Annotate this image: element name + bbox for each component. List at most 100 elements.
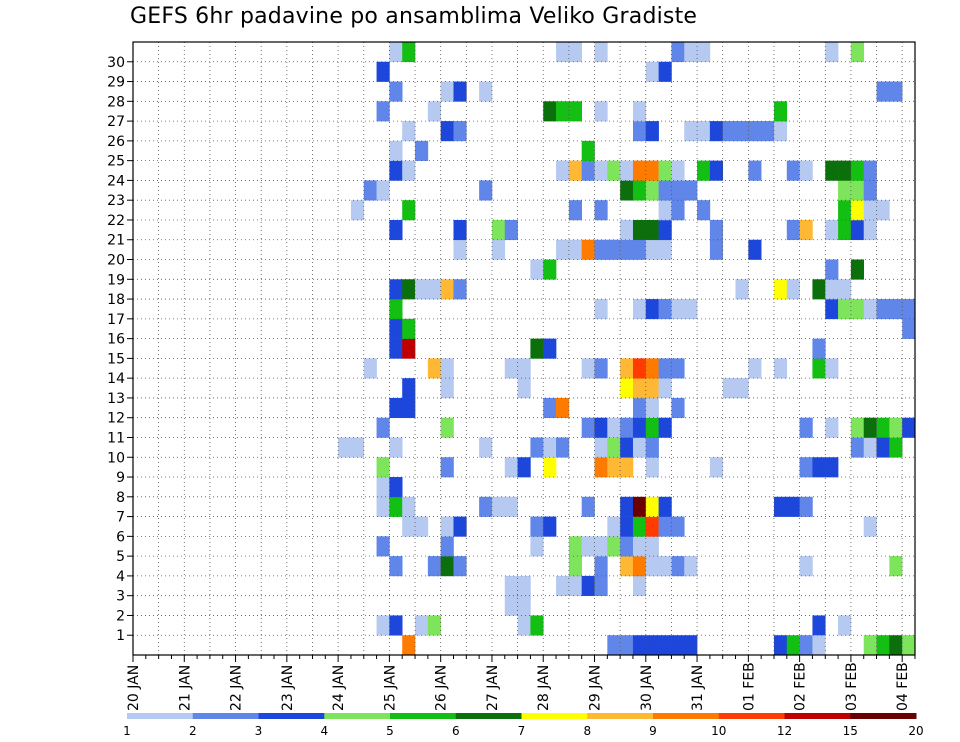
heatmap-cell xyxy=(389,219,403,241)
heatmap-cell xyxy=(620,496,634,517)
heatmap-cell xyxy=(850,160,865,181)
heatmap-cell xyxy=(632,219,647,241)
heatmap-cell xyxy=(671,200,685,221)
heatmap-cell xyxy=(389,140,403,161)
heatmap-cell xyxy=(671,358,685,379)
heatmap-cell xyxy=(645,516,659,537)
heatmap-cell xyxy=(658,219,672,241)
heatmap-cell xyxy=(607,635,621,656)
heatmap-cell xyxy=(799,635,813,656)
heatmap-cell xyxy=(786,160,800,181)
heatmap-cell xyxy=(812,615,826,636)
legend-swatch xyxy=(258,713,325,719)
heatmap-cell xyxy=(556,160,570,181)
y-tick-label: 23 xyxy=(107,193,125,209)
heatmap-cell xyxy=(389,477,403,498)
heatmap-cell xyxy=(402,279,416,300)
heatmap-cell xyxy=(645,121,659,142)
heatmap-cell xyxy=(632,160,647,181)
heatmap-cell xyxy=(581,239,595,260)
heatmap-cell xyxy=(479,180,493,201)
heatmap-cell xyxy=(825,279,839,300)
heatmap-cell xyxy=(491,219,506,241)
legend-swatch xyxy=(192,713,259,719)
heatmap-cell xyxy=(632,397,647,419)
heatmap-cell xyxy=(543,101,557,122)
heatmap-cell xyxy=(838,200,852,221)
heatmap-cell xyxy=(594,101,608,122)
heatmap-cell xyxy=(376,101,390,122)
heatmap-cell xyxy=(376,615,390,636)
heatmap-cell xyxy=(530,259,544,280)
heatmap-cell xyxy=(658,496,672,517)
heatmap-cell xyxy=(607,239,621,260)
heatmap-cell xyxy=(427,556,441,577)
heatmap-cell xyxy=(645,219,659,241)
heatmap-cell xyxy=(556,397,570,419)
heatmap-cell xyxy=(517,575,531,596)
legend-swatch xyxy=(521,713,588,719)
heatmap-cell xyxy=(799,417,813,438)
heatmap-cell xyxy=(594,42,608,63)
heatmap-cell xyxy=(632,358,647,379)
heatmap-cell xyxy=(594,417,608,438)
heatmap-cell xyxy=(786,279,800,300)
heatmap-cell xyxy=(402,635,416,656)
heatmap-cell xyxy=(863,516,877,537)
y-tick-label: 18 xyxy=(107,292,125,308)
heatmap-cell xyxy=(504,595,518,616)
heatmap-cell xyxy=(863,200,877,221)
legend-label: 7 xyxy=(518,724,526,738)
heatmap-cell xyxy=(376,417,390,438)
heatmap-cell xyxy=(671,556,685,577)
heatmap-cell xyxy=(440,556,454,577)
heatmap-cell xyxy=(543,338,557,359)
y-tick-label: 9 xyxy=(116,470,125,486)
heatmap-cell xyxy=(389,299,403,320)
heatmap-cell xyxy=(568,239,582,260)
heatmap-cell xyxy=(876,437,890,458)
y-tick-label: 16 xyxy=(107,332,125,348)
heatmap-cell xyxy=(658,200,672,221)
heatmap-cell xyxy=(581,358,595,379)
y-tick-label: 4 xyxy=(116,569,125,585)
x-tick-label: 24 JAN xyxy=(331,665,347,711)
heatmap-cell xyxy=(543,437,557,458)
heatmap-cell xyxy=(517,378,531,399)
heatmap-cell xyxy=(838,180,852,201)
heatmap-cell xyxy=(568,200,582,221)
heatmap-cell xyxy=(632,239,647,260)
heatmap-cell xyxy=(889,437,903,458)
legend-swatch xyxy=(390,713,457,719)
heatmap-cell xyxy=(543,457,557,478)
heatmap-cell xyxy=(658,417,672,438)
heatmap-cell xyxy=(850,299,865,320)
heatmap-cell xyxy=(863,635,877,656)
heatmap-cell xyxy=(504,358,518,379)
y-tick-label: 14 xyxy=(107,371,125,387)
legend-label: 3 xyxy=(255,724,263,738)
heatmap-cell xyxy=(594,457,608,478)
heatmap-cell xyxy=(504,457,518,478)
heatmap-cell xyxy=(607,457,621,478)
y-tick-label: 26 xyxy=(107,134,125,150)
heatmap-cell xyxy=(402,516,416,537)
heatmap-cell xyxy=(709,239,724,260)
x-tick-label: 30 JAN xyxy=(639,665,655,711)
heatmap-cell xyxy=(607,417,621,438)
heatmap-cell xyxy=(684,556,698,577)
heatmap-cell xyxy=(632,575,647,596)
y-tick-label: 27 xyxy=(107,114,125,130)
heatmap-cell xyxy=(632,556,647,577)
heatmap-cell xyxy=(632,121,647,142)
heatmap-cell xyxy=(453,81,467,102)
heatmap-cell xyxy=(427,358,441,379)
y-tick-label: 6 xyxy=(116,529,125,545)
legend-label: 10 xyxy=(711,724,726,738)
legend-label: 6 xyxy=(452,724,460,738)
heatmap-cell xyxy=(363,180,377,201)
heatmap-cell xyxy=(581,575,595,596)
heatmap-cell xyxy=(415,615,429,636)
y-tick-label: 12 xyxy=(107,411,125,427)
heatmap-cell xyxy=(645,556,659,577)
